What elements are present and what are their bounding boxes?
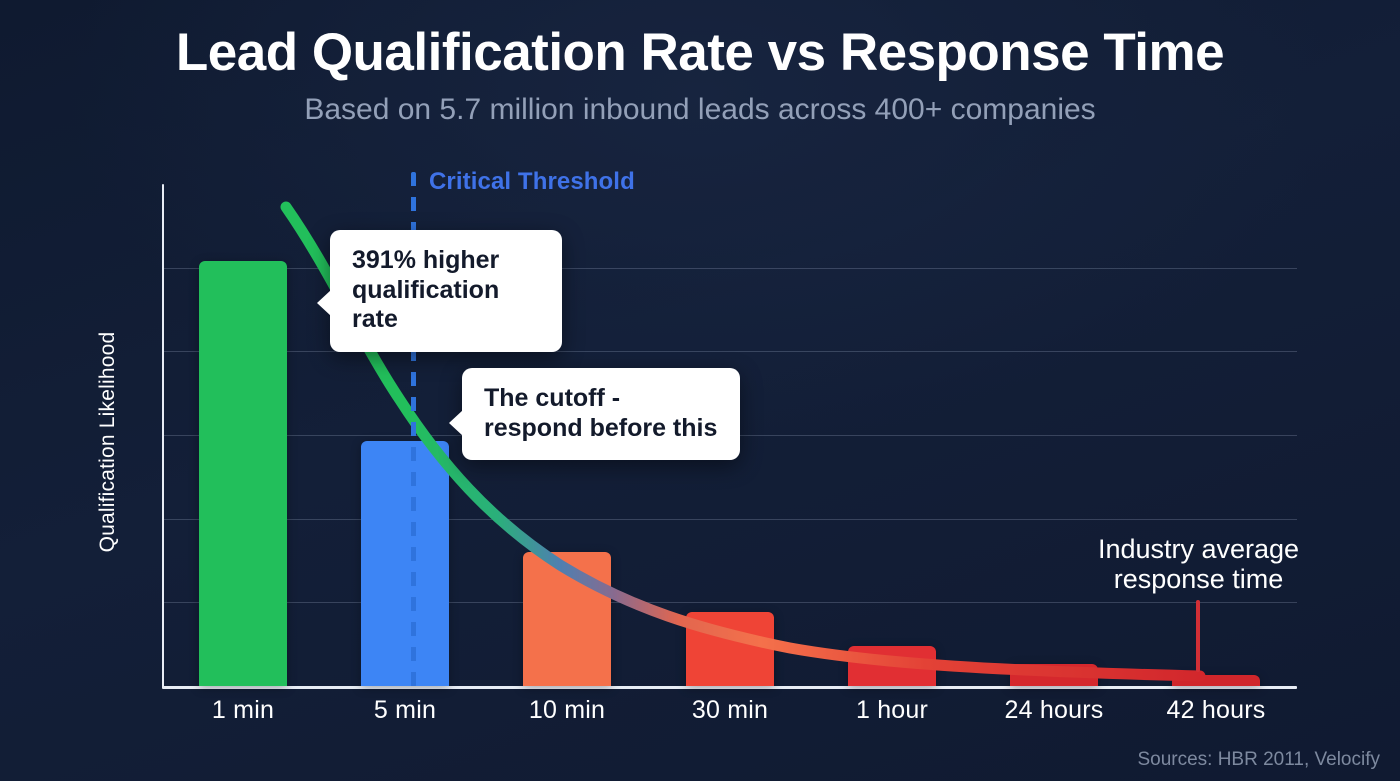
x-tick-label: 5 min <box>373 696 437 724</box>
gridline <box>162 519 1297 520</box>
x-axis-line <box>162 686 1297 689</box>
x-tick-label: 30 min <box>691 696 769 724</box>
source-note: Sources: HBR 2011, Velocify <box>1137 749 1380 770</box>
industry-average-pointer <box>1196 600 1200 672</box>
bar <box>199 261 287 686</box>
bar <box>361 441 449 686</box>
callout-cutoff: The cutoff - respond before this <box>449 368 740 460</box>
bar <box>686 612 774 686</box>
x-tick-label: 1 min <box>211 696 275 724</box>
x-tick-label: 1 hour <box>855 696 929 724</box>
bar <box>523 552 611 686</box>
critical-threshold-line <box>411 172 416 687</box>
y-axis-line <box>162 184 164 688</box>
page-subtitle: Based on 5.7 million inbound leads acros… <box>304 93 1096 126</box>
page-title: Lead Qualification Rate vs Response Time <box>175 23 1225 82</box>
callout-qualification-rate: 391% higher qualification rate <box>317 230 562 352</box>
x-tick-label: 10 min <box>528 696 606 724</box>
gridline <box>162 351 1297 352</box>
bar <box>1010 664 1098 686</box>
x-tick-label: 24 hours <box>1004 696 1104 724</box>
bar <box>1172 675 1260 686</box>
critical-threshold-label: Critical Threshold <box>429 168 635 195</box>
industry-average-label: Industry average response time <box>1097 534 1300 595</box>
gridline <box>162 602 1297 603</box>
x-tick-label: 42 hours <box>1166 696 1266 724</box>
bar <box>848 646 936 686</box>
y-axis-label: Qualification Likelihood <box>96 331 119 553</box>
